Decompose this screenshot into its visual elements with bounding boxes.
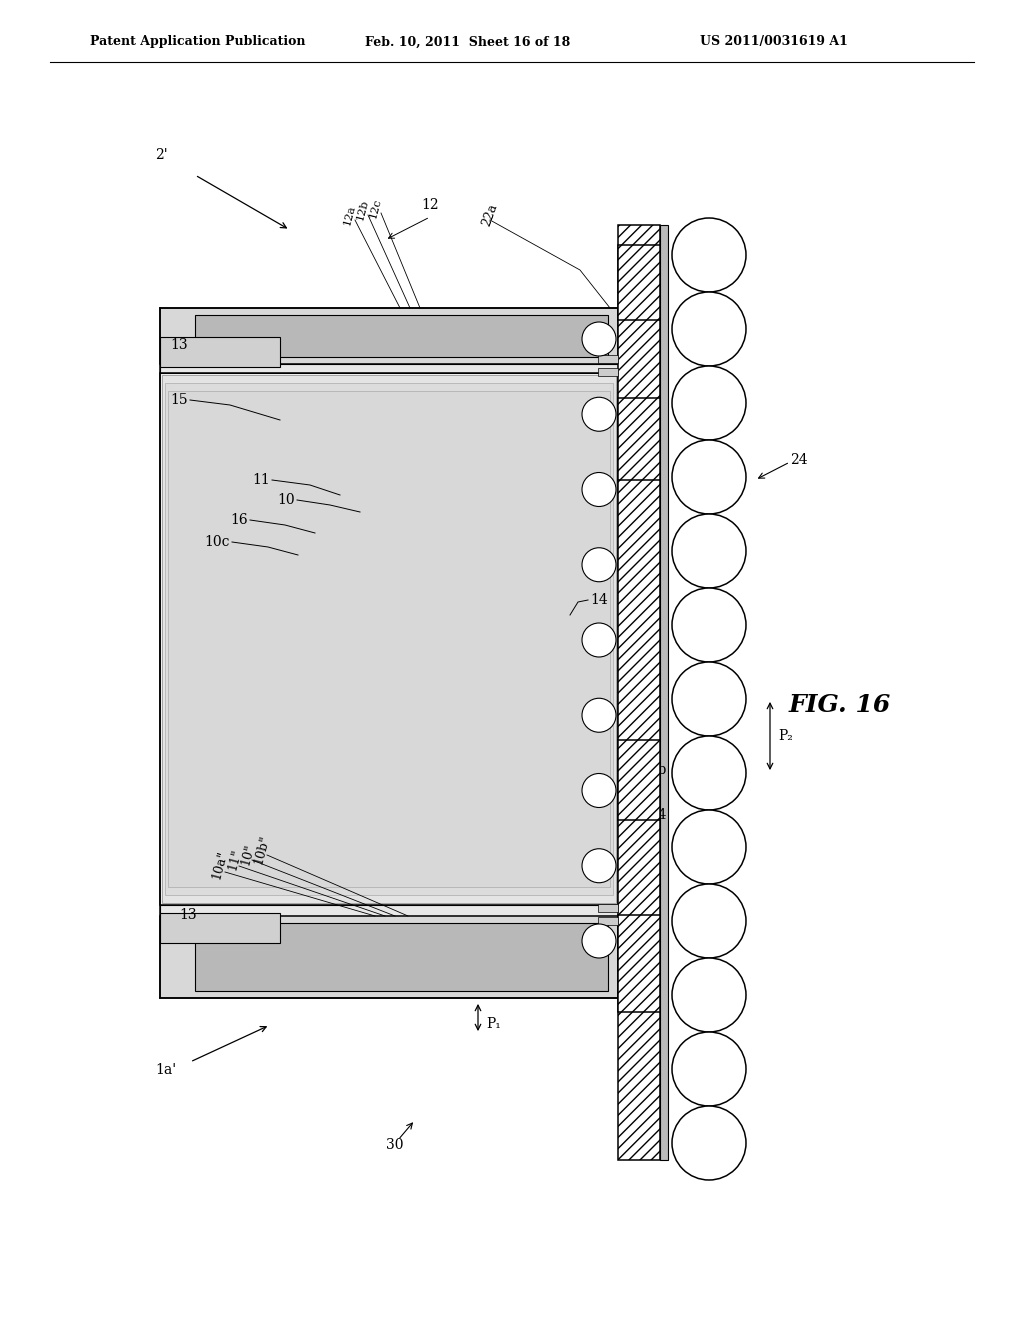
Bar bbox=[165, 383, 613, 895]
Circle shape bbox=[672, 587, 746, 663]
Bar bbox=[618, 741, 660, 820]
Text: 30: 30 bbox=[386, 1138, 403, 1152]
Text: 12c: 12c bbox=[368, 197, 383, 219]
Text: 22a: 22a bbox=[480, 202, 500, 228]
Bar bbox=[598, 355, 618, 363]
Text: 2': 2' bbox=[155, 148, 168, 162]
Circle shape bbox=[672, 958, 746, 1032]
Text: Feb. 10, 2011  Sheet 16 of 18: Feb. 10, 2011 Sheet 16 of 18 bbox=[365, 36, 570, 49]
Bar bbox=[598, 904, 618, 912]
Bar bbox=[660, 224, 668, 1160]
Circle shape bbox=[582, 698, 616, 733]
Text: 15: 15 bbox=[170, 393, 188, 407]
Bar bbox=[160, 337, 280, 367]
Bar bbox=[618, 399, 660, 480]
Bar bbox=[195, 923, 608, 991]
Circle shape bbox=[672, 440, 746, 513]
Text: 11": 11" bbox=[226, 847, 244, 873]
Circle shape bbox=[582, 623, 616, 657]
Bar bbox=[160, 913, 280, 942]
Text: US 2011/0031619 A1: US 2011/0031619 A1 bbox=[700, 36, 848, 49]
Circle shape bbox=[672, 292, 746, 366]
Text: 22b: 22b bbox=[640, 763, 667, 777]
Text: P₁: P₁ bbox=[486, 1016, 501, 1031]
Text: 24: 24 bbox=[790, 453, 808, 467]
Bar bbox=[160, 906, 618, 916]
Bar bbox=[618, 246, 660, 319]
Text: Patent Application Publication: Patent Application Publication bbox=[90, 36, 305, 49]
Text: 11: 11 bbox=[252, 473, 270, 487]
Text: 124: 124 bbox=[640, 808, 667, 822]
Bar bbox=[618, 915, 660, 1012]
Text: 12b: 12b bbox=[354, 198, 370, 222]
Bar bbox=[162, 375, 616, 903]
Bar bbox=[160, 364, 618, 374]
Text: 10: 10 bbox=[278, 492, 295, 507]
Text: 12a: 12a bbox=[342, 203, 357, 226]
Text: 12: 12 bbox=[421, 198, 439, 213]
Text: 13: 13 bbox=[170, 338, 188, 352]
Text: 14: 14 bbox=[590, 593, 608, 607]
Circle shape bbox=[672, 366, 746, 440]
Bar bbox=[618, 224, 660, 1160]
Circle shape bbox=[672, 737, 746, 810]
Text: 1a': 1a' bbox=[155, 1063, 176, 1077]
Bar bbox=[168, 391, 610, 887]
Circle shape bbox=[582, 548, 616, 582]
Circle shape bbox=[582, 924, 616, 958]
Circle shape bbox=[672, 884, 746, 958]
Text: 13: 13 bbox=[179, 908, 197, 921]
Circle shape bbox=[672, 513, 746, 587]
Circle shape bbox=[582, 397, 616, 432]
Text: 10": 10" bbox=[239, 842, 257, 867]
Bar bbox=[598, 368, 618, 376]
Circle shape bbox=[672, 218, 746, 292]
Circle shape bbox=[582, 849, 616, 883]
Bar bbox=[160, 374, 618, 906]
Text: 10b": 10b" bbox=[252, 834, 272, 866]
Text: 10a": 10a" bbox=[210, 849, 230, 880]
Text: 10c: 10c bbox=[205, 535, 230, 549]
Circle shape bbox=[672, 1106, 746, 1180]
Text: FIG. 16: FIG. 16 bbox=[788, 693, 891, 717]
Bar bbox=[160, 308, 618, 364]
Circle shape bbox=[672, 1032, 746, 1106]
Text: 16: 16 bbox=[230, 513, 248, 527]
Circle shape bbox=[672, 663, 746, 737]
Circle shape bbox=[582, 473, 616, 507]
Circle shape bbox=[582, 774, 616, 808]
Text: P₂: P₂ bbox=[778, 729, 793, 743]
Bar bbox=[160, 916, 618, 998]
Circle shape bbox=[672, 810, 746, 884]
Circle shape bbox=[582, 322, 616, 356]
Bar bbox=[195, 315, 608, 356]
Bar bbox=[598, 917, 618, 925]
